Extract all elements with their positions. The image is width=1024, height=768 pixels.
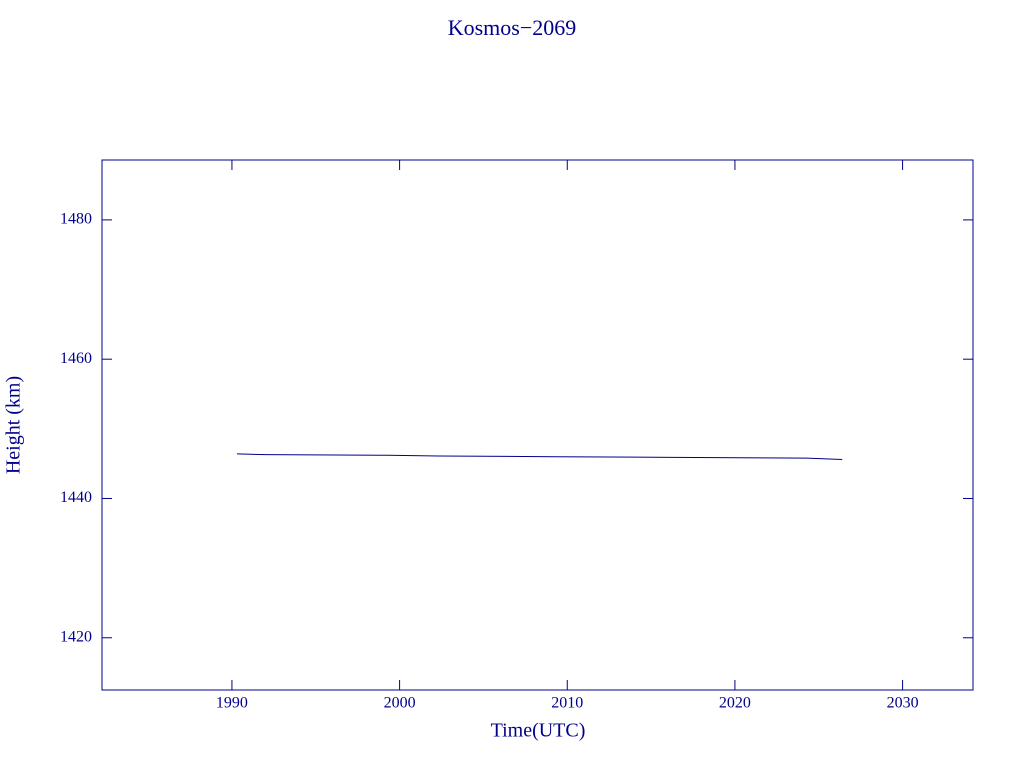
y-tick-label: 1420	[60, 628, 92, 645]
plot-frame	[101, 159, 974, 691]
y-axis-label: Height (km)	[3, 376, 25, 474]
x-tick-label: 2020	[719, 695, 751, 712]
x-tick-label: 1990	[216, 695, 248, 712]
y-tick-label: 1480	[60, 211, 92, 228]
chart-title: Kosmos−2069	[448, 15, 577, 40]
x-tick-label: 2010	[551, 695, 583, 712]
x-axis-label: Time(UTC)	[491, 720, 586, 742]
x-tick-label: 2000	[384, 695, 416, 712]
y-tick-label: 1440	[60, 489, 92, 506]
data-line	[236, 453, 843, 460]
x-tick-label: 2030	[887, 695, 919, 712]
y-tick-label: 1460	[60, 350, 92, 367]
